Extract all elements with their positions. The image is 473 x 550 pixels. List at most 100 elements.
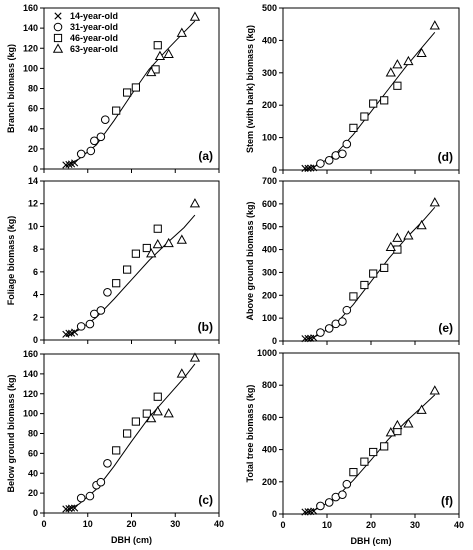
y-tick-label: 0 — [33, 164, 38, 174]
legend-marker-circle — [53, 22, 63, 32]
data-point-circle — [76, 149, 86, 159]
y-tick-label: 160 — [23, 349, 38, 359]
data-point-triangle — [152, 406, 163, 416]
data-point-triangle — [146, 412, 157, 423]
y-tick-label: 2 — [33, 312, 38, 322]
data-point-triangle — [416, 219, 427, 230]
data-point-triangle — [189, 352, 201, 362]
data-point-circle — [103, 288, 112, 297]
y-tick-label: 60 — [28, 104, 38, 114]
panel-a: 0 20 40 60 80 100 120 140 160 Branch biomass (kg)… — [6, 3, 220, 174]
fit-line — [65, 214, 196, 338]
data-point-square — [380, 263, 389, 272]
y-tick-label: 0 — [33, 508, 38, 518]
data-point-circle — [90, 309, 99, 319]
x-tick-label: 20 — [126, 519, 136, 529]
data-point-triangle — [429, 385, 440, 395]
y-tick-label: 20 — [28, 488, 38, 498]
data-point-cross — [304, 164, 312, 172]
data-point-triangle — [146, 248, 157, 258]
data-point-triangle — [392, 59, 403, 69]
y-tick-label: 60 — [28, 448, 38, 458]
legend-label: 14-year-old — [70, 11, 118, 21]
data-point-cross — [71, 504, 79, 512]
data-point-triangle — [154, 50, 166, 60]
y-tick-label: 500 — [262, 222, 277, 232]
y-tick-label: 0 — [33, 335, 38, 345]
data-point-square — [153, 224, 162, 233]
y-tick-label: 100 — [23, 63, 38, 73]
data-point-triangle — [403, 230, 414, 240]
y-tick-label: 300 — [262, 267, 277, 277]
panel-label: (c) — [198, 493, 213, 507]
data-point-square — [360, 112, 369, 121]
y-tick-label: 0 — [272, 336, 277, 346]
y-tick-label: 120 — [23, 43, 38, 53]
data-point-circle — [96, 132, 106, 142]
data-point-triangle — [385, 427, 396, 437]
y-tick-label: 140 — [23, 369, 38, 379]
data-point-triangle — [403, 418, 414, 428]
y-tick-label: 6 — [33, 267, 38, 277]
y-axis-title: Stem (with bark) biomass (kg) — [245, 25, 255, 153]
data-point-cross — [307, 164, 315, 172]
data-point-triangle — [392, 232, 403, 242]
data-point-triangle — [152, 238, 163, 249]
plot-frame — [43, 353, 220, 514]
data-point-square — [123, 88, 132, 97]
data-point-square — [369, 447, 378, 457]
data-point-triangle — [429, 20, 440, 30]
y-tick-label: 400 — [262, 35, 277, 45]
data-point-triangle — [176, 368, 187, 378]
panel-d: 0 100 200 300 400 500 Stem (with bark) biomass… — [245, 3, 460, 175]
y-tick-label: 80 — [28, 429, 38, 439]
data-point-square — [369, 99, 378, 108]
plot-frame — [282, 7, 460, 171]
data-point-circle — [342, 305, 352, 315]
data-point-cross — [301, 335, 309, 343]
y-tick-label: 400 — [262, 245, 277, 255]
data-point-cross — [65, 160, 73, 169]
data-point-cross — [65, 329, 73, 337]
data-point-circle — [324, 324, 334, 333]
data-point-triangle — [176, 234, 187, 244]
y-axis-title: Total tree biomass (kg) — [245, 385, 255, 483]
data-point-cross — [310, 334, 318, 342]
data-point-cross — [67, 504, 76, 512]
data-point-circle — [90, 136, 99, 146]
panel-label: (e) — [438, 321, 453, 335]
panel-e: 0 100 200 300 400 500 600 700 Above ground bioma… — [245, 176, 460, 346]
data-point-square — [142, 409, 151, 418]
data-point-circle — [76, 493, 86, 503]
data-point-triangle — [392, 419, 403, 430]
data-point-circle — [96, 477, 106, 487]
x-tick-label: 30 — [170, 519, 180, 529]
data-point-circle — [324, 498, 334, 507]
data-point-circle — [338, 490, 347, 499]
data-point-circle — [96, 306, 106, 315]
data-point-square — [349, 292, 358, 301]
legend-marker-triangle — [52, 43, 64, 53]
x-tick-label: 10 — [83, 519, 93, 529]
panel-label: (f) — [441, 494, 453, 508]
x-tick-label: 40 — [214, 519, 224, 529]
data-point-square — [360, 280, 369, 290]
data-point-circle — [76, 322, 86, 331]
data-point-triangle — [163, 48, 174, 58]
data-point-triangle — [385, 241, 396, 251]
data-point-cross — [301, 508, 309, 516]
y-tick-label: 400 — [262, 445, 277, 455]
y-tick-label: 800 — [262, 380, 277, 390]
y-axis-title: Above ground biomass (kg) — [245, 201, 255, 320]
data-point-square — [112, 446, 121, 455]
x-tick-label: 20 — [366, 520, 376, 530]
data-point-circle — [342, 479, 352, 489]
data-point-triangle — [189, 198, 201, 208]
data-point-square — [131, 83, 140, 92]
data-point-square — [123, 265, 132, 274]
y-tick-label: 12 — [28, 199, 38, 209]
data-point-circle — [338, 317, 347, 326]
y-tick-label: 200 — [262, 100, 277, 110]
data-point-triangle — [385, 67, 396, 77]
data-point-circle — [103, 459, 112, 468]
